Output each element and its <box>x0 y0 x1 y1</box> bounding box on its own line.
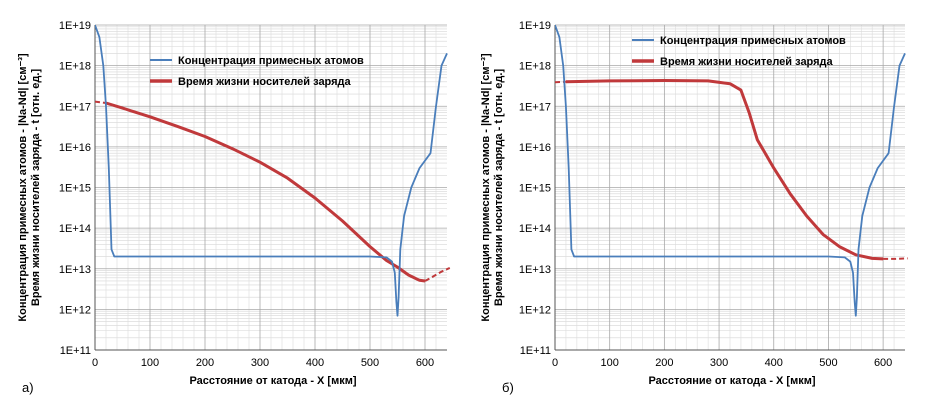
y-tick-label: 1E+16 <box>519 142 551 154</box>
y-tick-label: 1E+14 <box>59 223 91 235</box>
x-tick-label: 100 <box>141 357 159 369</box>
legend-entry-lifetime: Время жизни носителей заряда <box>660 56 834 68</box>
x-tick-label: 400 <box>306 357 324 369</box>
y-tick-label: 1E+17 <box>519 101 551 113</box>
x-axis-label: Расстояние от катода - X [мкм] <box>189 375 356 387</box>
panel-label: б) <box>502 380 514 395</box>
series-lifetime-dashed-tail <box>424 266 451 282</box>
y-tick-label: 1E+11 <box>60 345 91 357</box>
major-gridlines <box>554 24 905 351</box>
series-lifetime-dashed-head <box>95 100 107 104</box>
series-lifetime-line <box>565 79 884 261</box>
x-tick-label: 300 <box>710 357 728 369</box>
major-gridlines <box>94 24 447 351</box>
x-tick-label: 600 <box>874 357 892 369</box>
x-tick-label: 600 <box>416 357 434 369</box>
y-tick-label: 1E+12 <box>59 304 91 316</box>
x-tick-label: 500 <box>819 357 837 369</box>
x-tick-label: 300 <box>251 357 269 369</box>
legend-entry-concentration: Концентрация примесных атомов <box>178 55 364 67</box>
chart-a-svg: 1E+11 1E+12 1E+13 1E+14 1E+15 1E+16 1E+17 1E+18… <box>17 20 451 395</box>
y-axis-label-lifetime: Время жизни носителей заряда - t [отн. е… <box>30 69 42 307</box>
series-lifetime-line <box>105 101 426 283</box>
series-concentration-line <box>555 24 906 317</box>
x-tick-label: 100 <box>601 357 619 369</box>
chart-b-svg: 1E+11 1E+12 1E+13 1E+14 1E+15 1E+16 1E+17 1E+18… <box>480 20 908 395</box>
y-tick-label: 1E+19 <box>59 20 91 32</box>
y-axis-label-concentration: Концентрация примесных атомов - |Na-Nd| … <box>480 53 492 322</box>
y-tick-label: 1E+15 <box>59 183 91 195</box>
legend-entry-concentration: Концентрация примесных атомов <box>660 35 846 47</box>
y-axis-label-concentration: Концентрация примесных атомов - |Na-Nd| … <box>17 53 29 322</box>
x-axis-label: Расстояние от катода - X [мкм] <box>648 375 815 387</box>
y-tick-label: 1E+15 <box>519 183 551 195</box>
y-tick-label: 1E+13 <box>59 264 91 276</box>
series-lifetime-dashed-tail <box>883 257 908 260</box>
y-tick-label: 1E+14 <box>519 223 551 235</box>
chart-panel-b: 1E+11 1E+12 1E+13 1E+14 1E+15 1E+16 1E+17 1E+18… <box>463 0 926 400</box>
y-tick-label: 1E+18 <box>519 61 551 73</box>
y-tick-label: 1E+17 <box>59 101 91 113</box>
x-tick-label: 0 <box>92 357 98 369</box>
y-tick-label: 1E+11 <box>520 345 551 357</box>
legend: Концентрация примесных атомов Время жизни… <box>632 35 846 68</box>
legend: Концентрация примесных атомов Время жизни… <box>150 55 364 88</box>
panel-label: а) <box>22 380 34 395</box>
x-tick-label: 400 <box>765 357 783 369</box>
y-tick-label: 1E+18 <box>59 61 91 73</box>
x-tick-label: 500 <box>361 357 379 369</box>
series-concentration-line <box>95 24 448 317</box>
y-tick-label: 1E+13 <box>519 264 551 276</box>
y-tick-label: 1E+16 <box>59 142 91 154</box>
legend-entry-lifetime: Время жизни носителей заряда <box>178 76 352 88</box>
y-tick-label: 1E+12 <box>519 304 551 316</box>
chart-panel-a: 1E+11 1E+12 1E+13 1E+14 1E+15 1E+16 1E+17 1E+18… <box>17 20 451 395</box>
x-tick-label: 0 <box>552 357 558 369</box>
y-tick-label: 1E+19 <box>519 20 551 32</box>
x-tick-label: 200 <box>196 357 214 369</box>
x-tick-label: 200 <box>655 357 673 369</box>
y-axis-label-lifetime: Время жизни носителей заряда - t [отн. е… <box>493 69 505 307</box>
